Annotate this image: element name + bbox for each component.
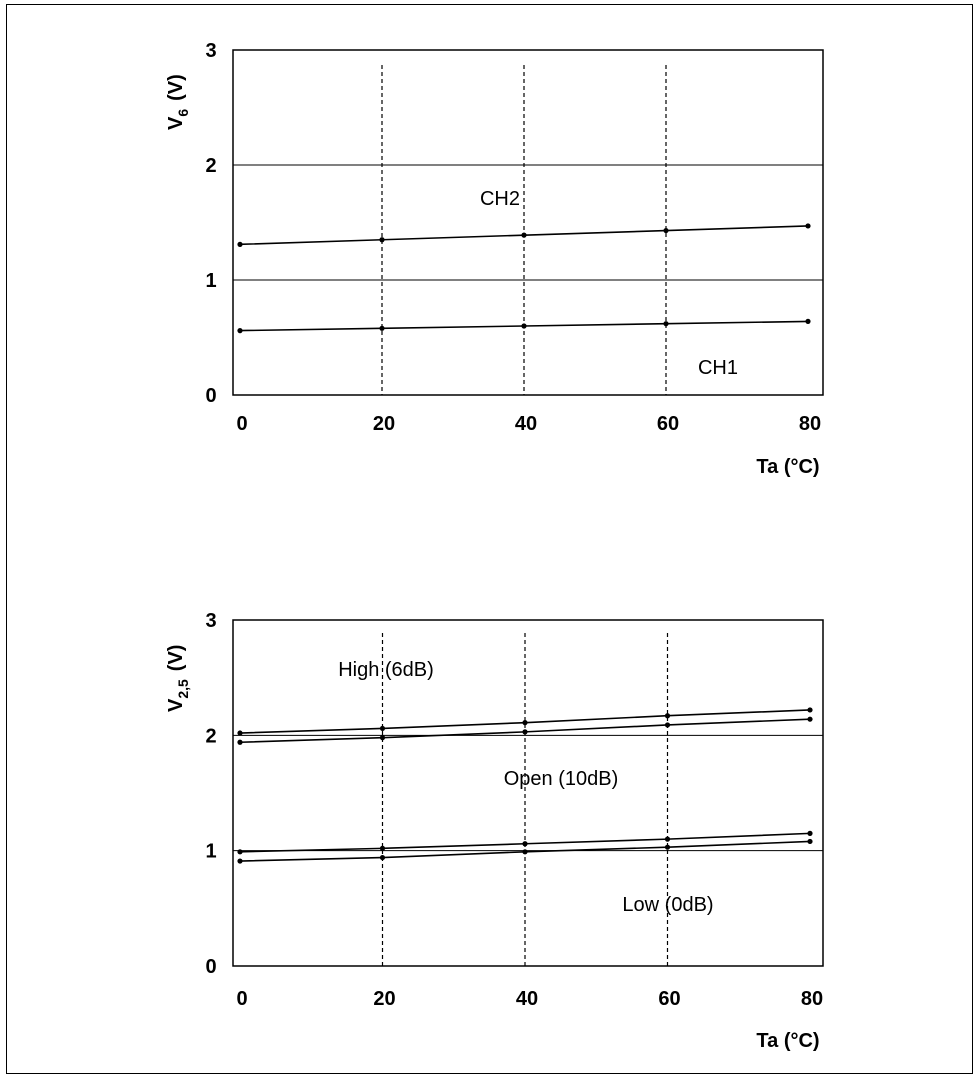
x-tick-label: 0 [236, 413, 247, 435]
series-group [237, 223, 811, 334]
y-tick-label: 2 [205, 155, 216, 177]
series-group [237, 707, 813, 864]
x-axis-label: Ta (°C) [756, 456, 819, 478]
data-point [379, 845, 386, 851]
data-point [663, 321, 669, 327]
data-point [379, 325, 385, 331]
annotation-open: Open (10dB) [504, 768, 619, 790]
chart-v25: 0 20 40 60 80 0 1 2 3 Ta (°C) V2,5(V) High (6dB… [165, 610, 824, 1052]
plot-area-frame [232, 619, 824, 967]
annotation-high: High (6dB) [338, 659, 434, 681]
annotation-ch2: CH2 [480, 188, 520, 210]
data-point [664, 713, 671, 719]
data-point [664, 722, 671, 728]
figure-frame [6, 4, 973, 1074]
data-point [237, 730, 243, 736]
y-axis-label: V6(V) [165, 74, 191, 130]
data-point [522, 841, 528, 847]
reference-lines [233, 164, 823, 281]
y-tick-label: 2 [205, 725, 216, 747]
y-tick-labels: 0 1 2 3 [205, 40, 216, 407]
annotation-low: Low (0dB) [622, 894, 713, 916]
data-point [379, 735, 386, 741]
x-tick-label: 40 [515, 413, 537, 435]
grid-lines [381, 633, 669, 966]
x-tick-label: 20 [373, 988, 395, 1010]
data-point [805, 318, 811, 324]
data-point [807, 716, 813, 722]
data-point [237, 739, 243, 745]
data-point [521, 323, 527, 329]
data-point [663, 227, 669, 234]
data-point [379, 854, 386, 861]
y-tick-label: 1 [205, 270, 216, 292]
y-tick-label: 3 [205, 40, 216, 62]
x-tick-label: 40 [516, 988, 538, 1010]
y-tick-label: 0 [205, 385, 216, 407]
x-tick-label: 80 [801, 988, 823, 1010]
y-tick-labels: 0 1 2 3 [205, 610, 216, 978]
y-axis-label: V2,5(V) [165, 645, 191, 712]
annotation-ch1: CH1 [698, 357, 738, 379]
plot-area-frame [232, 49, 824, 396]
data-point [237, 241, 243, 247]
data-point [807, 838, 813, 845]
grid-lines [381, 65, 667, 395]
x-tick-label: 20 [373, 413, 395, 435]
x-tick-label: 60 [658, 988, 680, 1010]
x-axis-label: Ta (°C) [756, 1030, 819, 1052]
x-tick-label: 60 [657, 413, 679, 435]
data-point [237, 858, 243, 864]
data-point [664, 844, 671, 850]
data-point [522, 720, 528, 726]
data-point [522, 729, 528, 735]
chart-v6: 0 20 40 60 80 0 1 2 3 Ta (°C) V6(V) CH2 CH1 [165, 40, 824, 478]
data-point [664, 836, 671, 842]
data-point [237, 849, 243, 855]
y-tick-label: 1 [205, 841, 216, 863]
data-point [807, 830, 813, 836]
reference-lines [233, 734, 823, 852]
y-tick-label: 0 [205, 956, 216, 978]
data-point [807, 707, 813, 713]
data-point [805, 223, 811, 229]
data-point [379, 237, 385, 243]
data-point [521, 232, 527, 238]
data-point [379, 725, 386, 732]
x-tick-labels: 0 20 40 60 80 [236, 413, 821, 435]
data-point [522, 849, 528, 855]
x-tick-label: 0 [236, 988, 247, 1010]
x-tick-label: 80 [799, 413, 821, 435]
y-tick-label: 3 [205, 610, 216, 632]
data-point [237, 328, 243, 334]
x-tick-labels: 0 20 40 60 80 [236, 988, 823, 1010]
